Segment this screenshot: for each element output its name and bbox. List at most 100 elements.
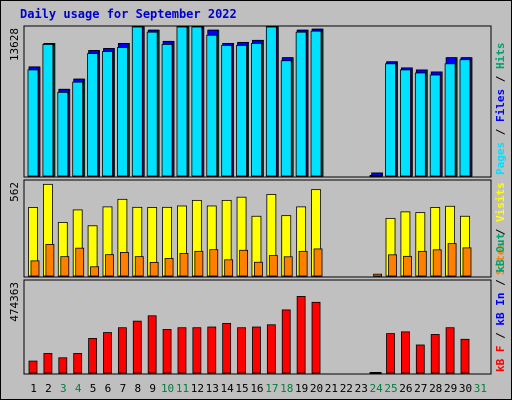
legend-visits-sites: Sites / Visits (494, 182, 507, 275)
y-tick-label: 13628 (8, 28, 21, 61)
x-tick-label: 19 (295, 382, 308, 395)
x-tick-label: 16 (250, 382, 263, 395)
bar-kbf-day-3 (58, 357, 68, 374)
x-tick-label: 22 (340, 382, 353, 395)
bar-sites-day-8 (134, 256, 144, 277)
legend-entry: / (494, 222, 507, 242)
x-tick-label: 3 (60, 382, 67, 395)
bar-pages-day-19 (295, 31, 307, 177)
bar-kbf-day-29 (445, 327, 455, 374)
x-tick-label: 27 (414, 382, 427, 395)
bar-kbf-day-14 (222, 322, 232, 374)
marker-day-24-kbf (369, 372, 382, 374)
bar-pages-day-13 (206, 34, 218, 177)
bar-sites-day-1 (30, 260, 40, 277)
x-tick-label: 15 (235, 382, 248, 395)
x-tick-label: 13 (206, 382, 219, 395)
legend-entry: kB Out (494, 233, 507, 273)
bar-sites-day-2 (45, 243, 55, 277)
x-tick-label: 18 (280, 382, 293, 395)
x-tick-label: 26 (399, 382, 412, 395)
bar-kbf-day-18 (281, 309, 291, 374)
legend-entry: Files (494, 89, 507, 122)
bar-kbf-day-20 (311, 301, 321, 374)
panel-visits-sites: 562 Sites / Visits (8, 179, 507, 278)
bar-sites-day-12 (194, 250, 204, 277)
bar-sites-day-28 (432, 249, 442, 277)
bar-sites-day-11 (179, 253, 189, 277)
bar-kbf-day-10 (162, 329, 172, 374)
x-tick-label: 12 (191, 382, 204, 395)
x-tick-label: 31 (474, 382, 487, 395)
legend-entry: kB In (494, 293, 507, 326)
x-tick-label: 1 (30, 382, 37, 395)
legend-entry: kB F (494, 346, 507, 373)
bar-sites-day-27 (417, 250, 427, 277)
bar-kbf-day-15 (237, 327, 246, 374)
x-tick-label: 6 (105, 382, 112, 395)
bar-kbf-day-30 (460, 338, 470, 374)
bar-sites-day-7 (119, 252, 129, 277)
bar-pages-day-28 (429, 74, 441, 177)
bar-kbf-day-4 (73, 353, 83, 374)
bar-kbf-day-19 (296, 296, 306, 374)
bar-sites-day-29 (447, 243, 457, 277)
bar-pages-day-8 (131, 26, 143, 177)
bar-pages-day-16 (251, 43, 262, 177)
bar-pages-day-9 (146, 31, 158, 177)
bar-pages-day-27 (414, 72, 426, 177)
bar-sites-day-15 (239, 249, 248, 277)
x-tick-label: 20 (310, 382, 323, 395)
bar-sites-day-16 (254, 261, 263, 277)
bar-sites-day-30 (462, 247, 472, 277)
bar-kbf-day-8 (132, 320, 142, 374)
bar-pages-day-6 (102, 51, 113, 177)
bar-pages-day-10 (161, 44, 173, 177)
legend-entry: Sites (494, 242, 507, 275)
x-tick-label: 29 (444, 382, 457, 395)
bar-pages-day-20 (310, 30, 322, 177)
legend-entry: / (494, 326, 507, 346)
x-tick-label: 17 (265, 382, 278, 395)
bar-kbf-day-28 (430, 334, 440, 374)
bar-kbf-day-5 (88, 338, 97, 374)
bar-pages-day-7 (116, 47, 128, 177)
bar-pages-day-15 (236, 45, 247, 177)
bar-sites-day-10 (164, 258, 174, 277)
bar-pages-day-2 (42, 44, 54, 177)
bar-sites-day-26 (403, 255, 412, 277)
x-tick-label: 7 (120, 382, 127, 395)
bar-sites-day-4 (75, 247, 85, 277)
bar-sites-day-5 (90, 266, 99, 277)
marker-day-24-hits (369, 175, 382, 177)
x-tick-label: 4 (75, 382, 82, 395)
x-tick-label: 14 (221, 382, 235, 395)
bar-kbf-day-6 (103, 332, 112, 374)
x-tick-label: 28 (429, 382, 442, 395)
legend-entry: / (494, 273, 507, 293)
bar-sites-day-20 (313, 248, 323, 277)
x-tick-label: 30 (459, 382, 472, 395)
x-tick-label: 21 (325, 382, 338, 395)
bar-kbf-day-16 (252, 326, 261, 374)
bar-sites-day-9 (149, 261, 159, 277)
bar-sites-day-24 (373, 273, 383, 277)
x-tick-label: 23 (355, 382, 368, 395)
bar-kbf-day-13 (207, 326, 217, 374)
bar-sites-day-25 (388, 254, 397, 277)
bar-kbf-day-27 (415, 344, 425, 374)
bar-pages-day-4 (72, 81, 84, 177)
bar-sites-day-13 (209, 249, 219, 277)
bar-sites-day-19 (298, 250, 308, 277)
bar-kbf-day-11 (177, 327, 187, 374)
legend-entry: Hits (494, 43, 507, 70)
bar-sites-day-18 (283, 256, 293, 277)
bar-kbf-day-7 (117, 327, 127, 374)
panel-kbf-kbin-kbout: 474363 kB F / kB In / kB Out (8, 233, 507, 375)
bar-pages-day-14 (221, 45, 233, 177)
bar-pages-day-5 (87, 53, 98, 177)
y-tick-label: 562 (8, 182, 21, 202)
bar-kbf-day-9 (147, 315, 157, 374)
x-tick-label: 8 (134, 382, 141, 395)
bar-sites-day-14 (224, 259, 234, 277)
